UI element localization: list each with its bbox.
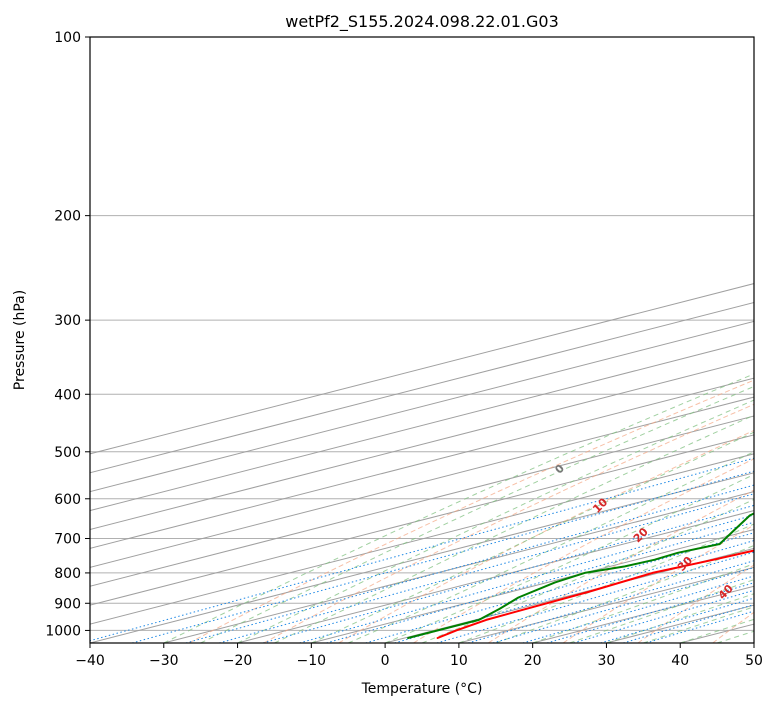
moist-adiabat-line: [348, 451, 754, 643]
moist-adiabat-line: [421, 498, 754, 643]
x-tick-label: −30: [149, 653, 179, 669]
x-tick-label: −10: [297, 653, 327, 669]
mixing-ratio-line: [394, 540, 754, 643]
x-tick-label: 40: [671, 653, 689, 669]
y-tick-label: 100: [54, 30, 81, 46]
isotherm-gridline: [458, 566, 754, 643]
moist-adiabat-label: 20: [631, 525, 651, 545]
isotherm-gridline: [237, 510, 754, 643]
dry-adiabat-line: [338, 429, 754, 643]
mixing-ratio-line: [600, 597, 754, 643]
mixing-ratio-line: [299, 514, 754, 643]
axis-ticks: −40 −30 −20 −10 0 10 20 30 40 50 100 200 300 400 500 60…: [45, 30, 763, 669]
x-tick-label: −40: [75, 653, 105, 669]
mixing-ratio-line: [623, 604, 754, 643]
x-tick-label: 30: [598, 653, 616, 669]
moist-adiabat-line: [680, 618, 754, 643]
dry-adiabat-line: [263, 403, 754, 643]
mixing-ratio-line: [467, 560, 754, 643]
mixing-ratio-line: [262, 504, 754, 643]
isotherm-gridline: [311, 528, 754, 643]
profiles: [407, 512, 754, 639]
background-lines: [90, 37, 754, 643]
mixing-ratio-line: [185, 484, 754, 643]
dewpoint-line: [407, 512, 754, 639]
isotherm-gridline: [680, 623, 754, 643]
isotherm-gridline: [90, 415, 754, 587]
mixing-ratio-label: 0.1: [763, 432, 775, 454]
isotherm-gridline: [90, 358, 754, 531]
mixing-ratio-line: [90, 457, 754, 642]
x-axis-title: Temperature (°C): [361, 681, 483, 697]
isotherm-gridline: [90, 453, 754, 625]
isotherm-gridline: [753, 642, 754, 643]
y-tick-label: 800: [54, 566, 81, 582]
moist-adiabat-line: [237, 399, 754, 643]
y-tick-label: 600: [54, 492, 81, 508]
mixing-ratio-line: [573, 589, 754, 643]
mixing-ratio-line: [326, 521, 754, 643]
moist-adiabat-line: [274, 414, 754, 643]
isotherm-gridline: [163, 491, 754, 643]
mixing-ratio-line: [365, 532, 754, 643]
x-tick-label: −20: [223, 653, 253, 669]
moist-adiabat-label: 40: [716, 582, 736, 602]
isotherm-gridline: [90, 301, 754, 474]
plot-frame: [89, 36, 755, 644]
y-tick-label: 500: [54, 445, 81, 461]
isotherm-gridline: [90, 472, 754, 643]
chart-title: wetPf2_S155.2024.098.22.01.G03: [285, 12, 559, 32]
y-tick-label: 300: [54, 313, 81, 329]
x-tick-label: 10: [450, 653, 468, 669]
y-tick-label: 700: [54, 532, 81, 548]
temperature-line: [436, 549, 754, 639]
moist-adiabat-line: [458, 523, 754, 643]
isotherm-gridline: [90, 339, 754, 512]
inline-labels: -100-90-80-70-60-50-40-30-20-100.10.20.4…: [552, 432, 775, 602]
y-axis-title: Pressure (hPa): [12, 290, 28, 390]
moist-adiabat-line: [643, 606, 754, 643]
y-tick-label: 400: [54, 387, 81, 403]
x-tick-label: 50: [745, 653, 763, 669]
dry-adiabat-line: [487, 489, 754, 643]
isotherm-gridline: [90, 377, 754, 549]
isotherm-gridline: [90, 320, 754, 493]
moist-adiabat-line: [311, 431, 754, 643]
y-tick-label: 200: [54, 209, 81, 225]
x-tick-label: 20: [524, 653, 542, 669]
dry-adiabat-line: [413, 458, 754, 643]
isotherm-gridline: [90, 283, 754, 455]
moist-adiabat-line: [495, 544, 754, 643]
dry-adiabat-line: [188, 379, 754, 643]
isotherm-gridline: [90, 396, 754, 568]
isotherm-gridline: [90, 434, 754, 606]
x-tick-label: 0: [381, 653, 390, 669]
y-tick-label: 900: [54, 596, 81, 612]
y-tick-label: 1000: [45, 623, 81, 639]
